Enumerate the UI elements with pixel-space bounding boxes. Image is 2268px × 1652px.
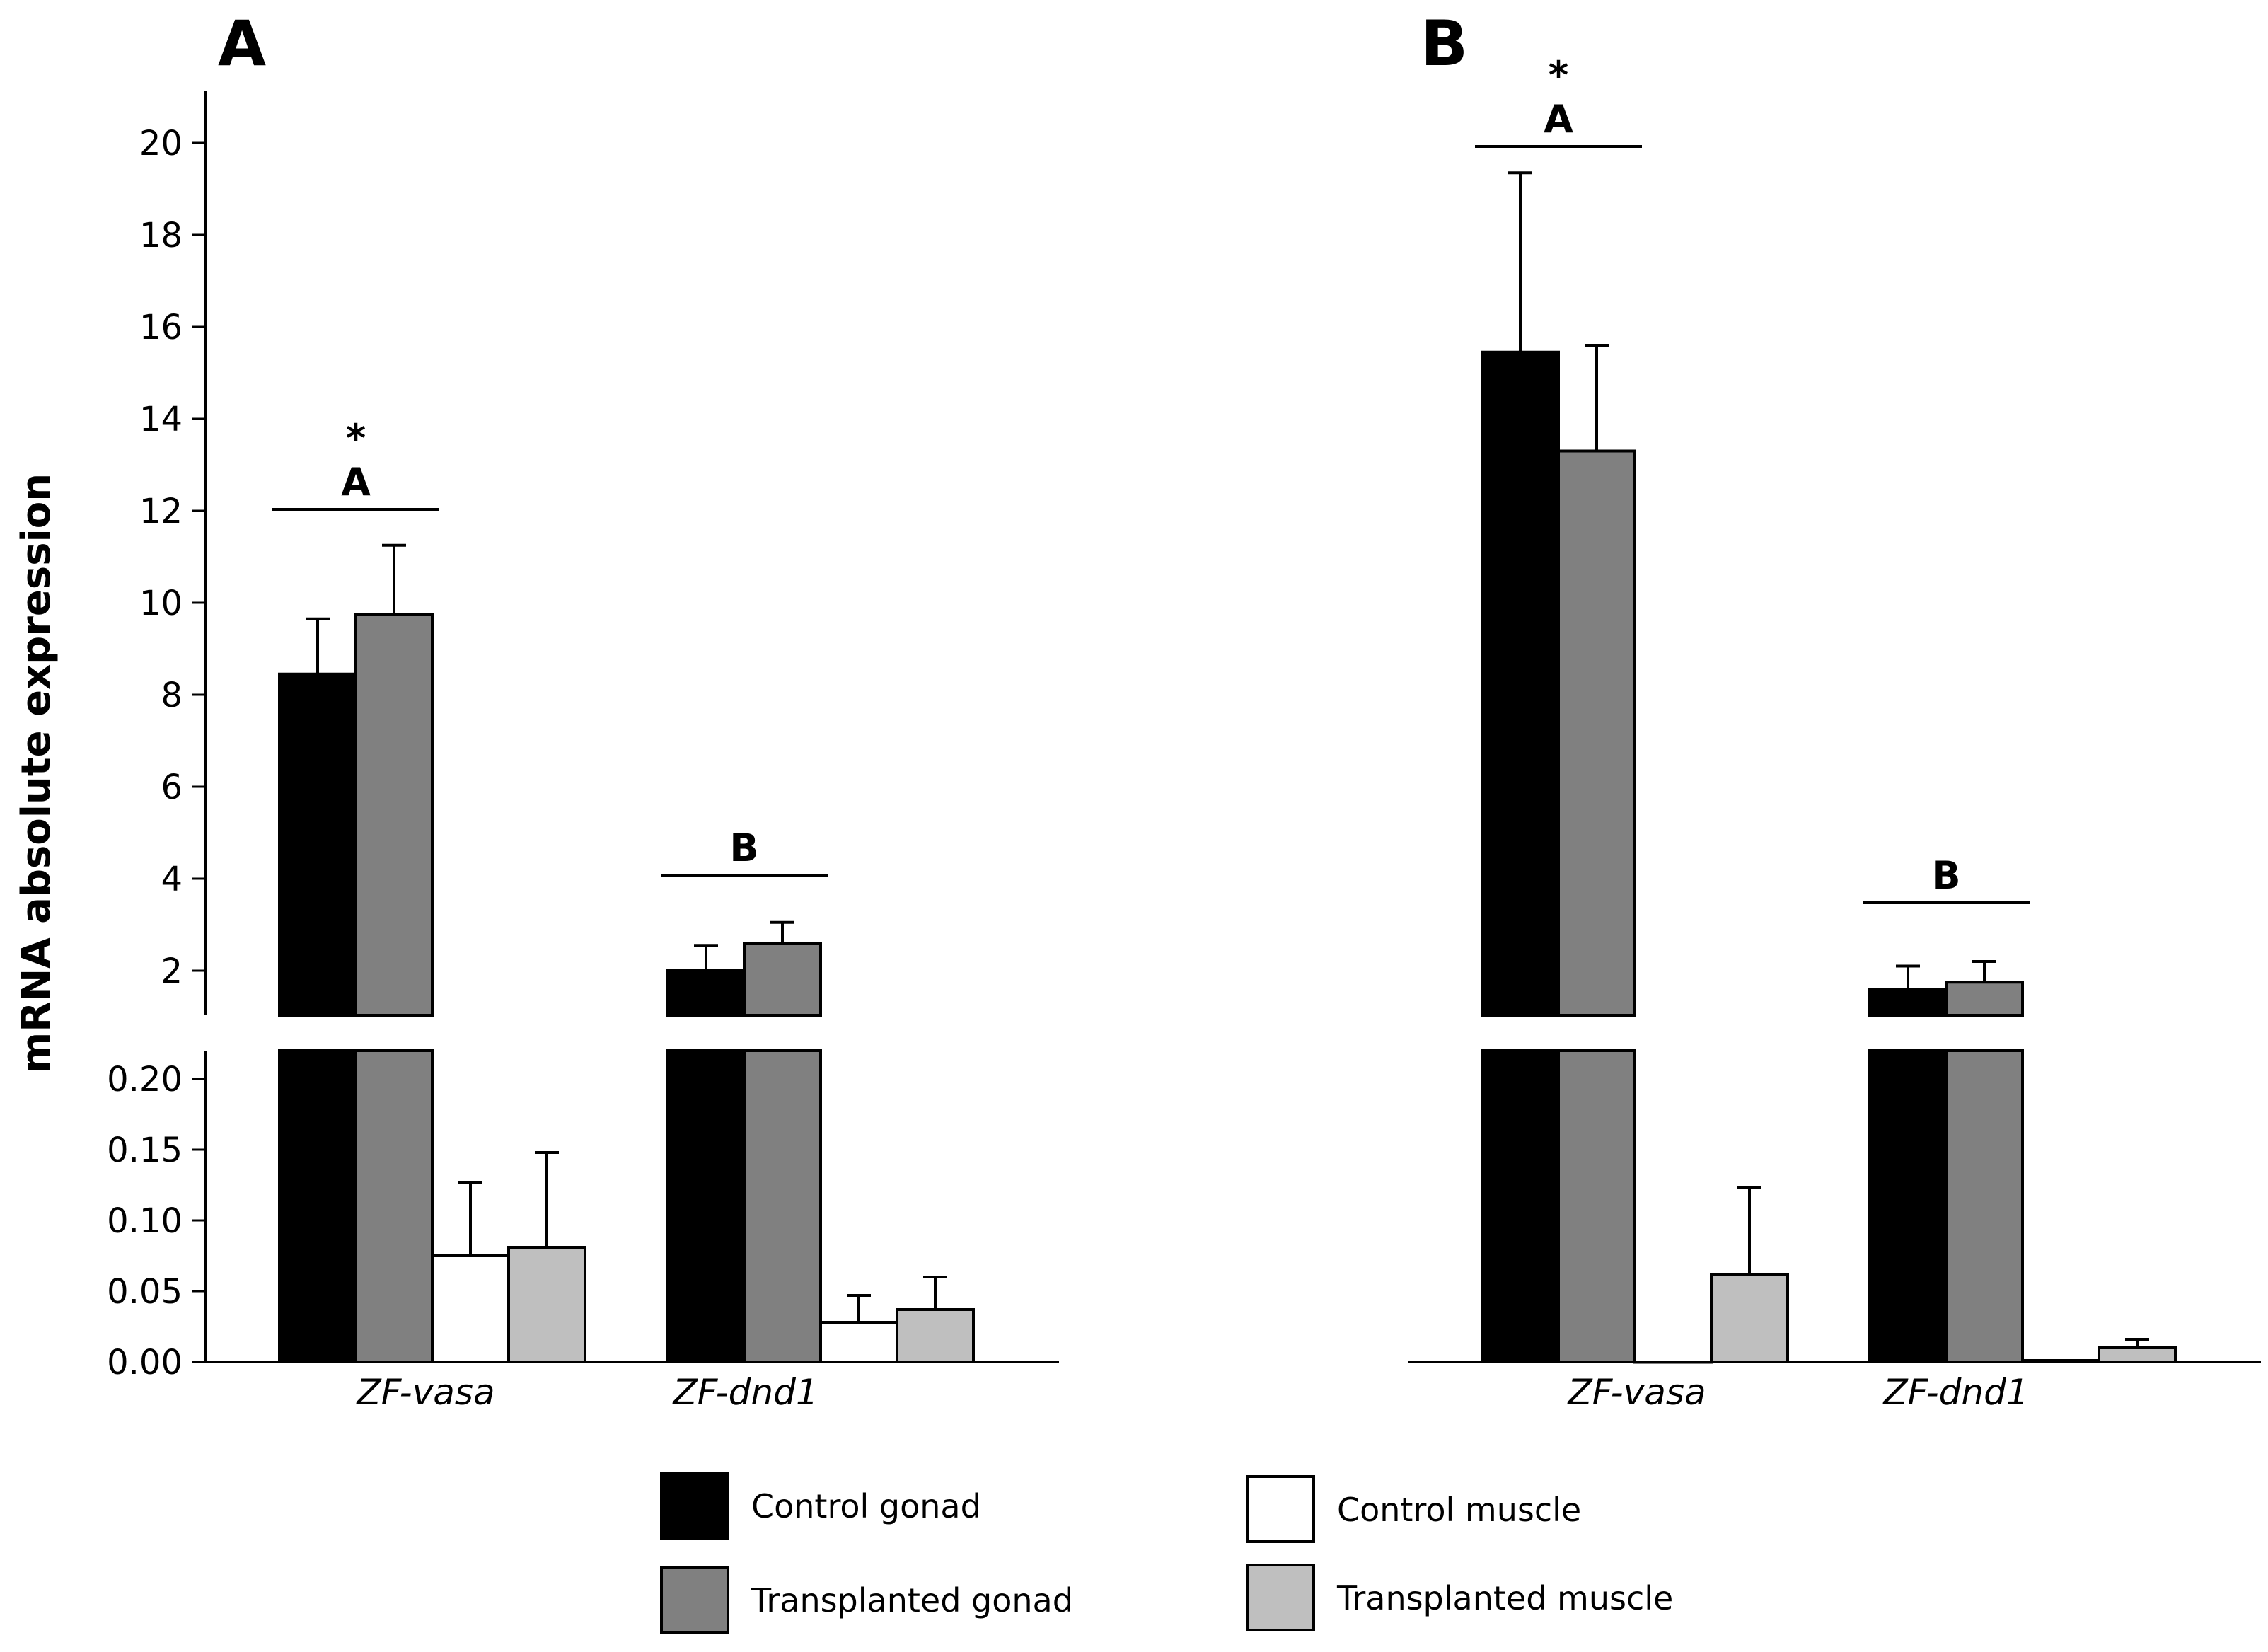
lower-tick-label: 0.10 — [107, 1201, 183, 1241]
legend-label-transplanted-gonad: Transplanted gonad — [751, 1581, 1073, 1619]
bar-control-muscle — [2021, 1359, 2100, 1363]
bar-transplanted-gonad-lower — [1945, 1049, 2024, 1363]
upper-tick-label: 2 — [161, 952, 183, 991]
legend-label-control-gonad: Control gonad — [751, 1487, 981, 1525]
upper-tick-label: 16 — [139, 308, 183, 347]
bar-control-gonad-lower — [1868, 1049, 1948, 1363]
bar-control-gonad-upper — [666, 969, 746, 1017]
upper-tick-label: 20 — [139, 124, 183, 163]
axis-break-gap — [1944, 1017, 2025, 1049]
lower-y-ticks: 0.00 0.05 0.10 0.15 0.20 — [107, 1060, 205, 1382]
category-label-b-dnd1: ZF-dnd1 — [1882, 1372, 2028, 1413]
bar-transplanted-muscle — [507, 1246, 586, 1363]
axis-break-gap — [666, 1017, 746, 1049]
axis-break-gap — [354, 1017, 434, 1049]
upper-tick-label: 18 — [139, 216, 183, 255]
significance-letter: A — [1544, 97, 1573, 141]
chart-marks: A*BA*B — [272, 53, 2177, 1364]
bar-transplanted-muscle — [2098, 1346, 2177, 1363]
legend-swatch-control-gonad — [660, 1472, 729, 1540]
bar-transplanted-muscle — [1710, 1273, 1789, 1363]
bar-transplanted-gonad-upper — [743, 942, 822, 1017]
legend-swatch-transplanted-muscle — [1246, 1564, 1315, 1631]
bar-control-gonad-upper — [278, 672, 357, 1017]
bar-transplanted-gonad-lower — [354, 1049, 434, 1363]
significance-star: * — [1549, 53, 1568, 98]
upper-tick-label: 8 — [161, 676, 183, 715]
legend-label-transplanted-muscle: Transplanted muscle — [1336, 1579, 1673, 1617]
significance-letter: B — [1931, 853, 1960, 898]
axis-break-gap — [742, 1017, 823, 1049]
upper-tick-label: 6 — [161, 768, 183, 807]
upper-y-ticks: 2 4 6 8 10 12 14 16 18 20 — [139, 124, 205, 991]
y-axis-title: mRNA absolute expression — [13, 473, 59, 1073]
bar-transplanted-gonad-upper — [1557, 449, 1636, 1017]
axis-break-gap — [1480, 1017, 1561, 1049]
panel-label-a: A — [218, 7, 266, 80]
axis-break-gap — [1556, 1017, 1637, 1049]
bar-control-gonad-lower — [278, 1049, 357, 1363]
lower-tick-label: 0.05 — [107, 1272, 183, 1312]
bar-transplanted-gonad-lower — [743, 1049, 822, 1363]
upper-tick-label: 10 — [139, 584, 183, 623]
bar-transplanted-gonad-lower — [1557, 1049, 1636, 1363]
bar-control-gonad-upper — [1868, 988, 1948, 1017]
legend-swatch-transplanted-gonad — [660, 1566, 729, 1634]
upper-tick-label: 12 — [139, 492, 183, 531]
significance-letter: A — [341, 460, 371, 504]
significance-letter: B — [729, 826, 758, 870]
panel-label-b: B — [1421, 7, 1468, 80]
bar-transplanted-muscle — [896, 1308, 975, 1363]
bar-control-gonad-lower — [1481, 1049, 1560, 1363]
category-label-a-dnd1: ZF-dnd1 — [671, 1372, 818, 1413]
category-label-b-vasa: ZF-vasa — [1566, 1372, 1706, 1413]
lower-tick-label: 0.00 — [107, 1343, 183, 1382]
bar-control-muscle — [431, 1254, 510, 1363]
bar-control-gonad-lower — [666, 1049, 746, 1363]
axis-break-gap — [277, 1017, 358, 1049]
lower-tick-label: 0.15 — [107, 1131, 183, 1170]
bar-transplanted-gonad-upper — [1945, 981, 2024, 1017]
lower-tick-label: 0.20 — [107, 1060, 183, 1099]
bar-control-muscle — [1633, 1361, 1713, 1364]
legend-swatch-control-muscle — [1246, 1475, 1315, 1543]
category-label-a-vasa: ZF-vasa — [355, 1372, 494, 1413]
bar-transplanted-gonad-upper — [354, 613, 434, 1017]
legend: Control gonad Transplanted gonad Control… — [660, 1472, 1673, 1634]
bar-control-muscle — [819, 1321, 898, 1363]
upper-tick-label: 14 — [139, 400, 183, 439]
significance-star: * — [346, 416, 366, 461]
upper-tick-label: 4 — [161, 860, 183, 899]
axis-break-gap — [1868, 1017, 1948, 1049]
legend-label-control-muscle: Control muscle — [1337, 1491, 1581, 1529]
bar-control-gonad-upper — [1481, 350, 1560, 1017]
